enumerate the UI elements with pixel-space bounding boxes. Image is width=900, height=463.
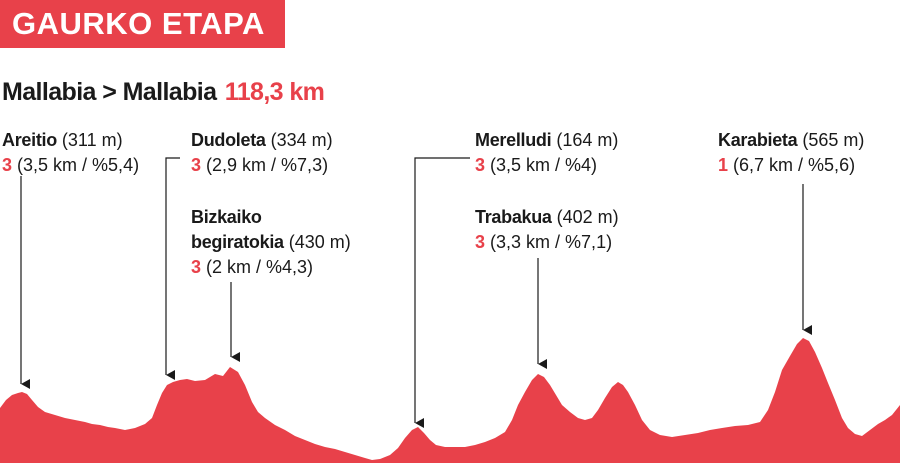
climb-label-bizkaiko-begiratokia: Bizkaiko begiratokia (430 m) 3 (2 km / %… xyxy=(191,205,351,280)
climb-label-karabieta: Karabieta (565 m) 1 (6,7 km / %5,6) xyxy=(718,128,864,178)
climb-details: (6,7 km / %5,6) xyxy=(733,155,856,175)
climb-details: (3,5 km / %4) xyxy=(490,155,598,175)
climb-details: (3,3 km / %7,1) xyxy=(490,232,613,252)
climb-altitude: (430 m) xyxy=(288,232,351,252)
climb-altitude: (565 m) xyxy=(802,130,865,150)
climb-label-merelludi: Merelludi (164 m) 3 (3,5 km / %4) xyxy=(475,128,618,178)
climb-name: Karabieta xyxy=(718,130,798,150)
climb-category: 3 xyxy=(475,232,486,252)
climb-name: Dudoleta xyxy=(191,130,266,150)
climb-name-line1: Bizkaiko xyxy=(191,207,262,227)
climb-category: 3 xyxy=(191,257,202,277)
climb-category: 3 xyxy=(191,155,202,175)
climb-category: 3 xyxy=(475,155,486,175)
climb-details: (3,5 km / %5,4) xyxy=(17,155,140,175)
climb-details: (2 km / %4,3) xyxy=(206,257,314,277)
climb-name: Areitio xyxy=(2,130,57,150)
pointer-merelludi xyxy=(414,157,470,428)
route-distance: 118,3 km xyxy=(224,78,325,106)
climb-category: 1 xyxy=(718,155,729,175)
climb-label-areitio: Areitio (311 m) 3 (3,5 km / %5,4) xyxy=(2,128,139,178)
climb-label-dudoleta: Dudoleta (334 m) 3 (2,9 km / %7,3) xyxy=(191,128,333,178)
climb-name: Merelludi xyxy=(475,130,552,150)
climb-category: 3 xyxy=(2,155,13,175)
climb-altitude: (402 m) xyxy=(556,207,619,227)
climb-label-trabakua: Trabakua (402 m) 3 (3,3 km / %7,1) xyxy=(475,205,619,255)
route-start: Mallabia xyxy=(2,78,96,106)
pointer-dudoleta xyxy=(165,157,180,380)
route-separator: > xyxy=(102,78,117,106)
route-line: Mallabia > Mallabia 118,3 km xyxy=(2,76,325,108)
climb-altitude: (164 m) xyxy=(556,130,619,150)
climb-details: (2,9 km / %7,3) xyxy=(206,155,329,175)
title-banner xyxy=(0,0,285,48)
climb-altitude: (311 m) xyxy=(61,130,123,150)
page-title: GAURKO ETAPA xyxy=(12,6,265,41)
route-finish: Mallabia xyxy=(122,78,217,106)
elevation-area xyxy=(0,338,900,463)
climb-name-line2: begiratokia xyxy=(191,232,284,252)
climb-name: Trabakua xyxy=(475,207,552,227)
climb-altitude: (334 m) xyxy=(270,130,333,150)
